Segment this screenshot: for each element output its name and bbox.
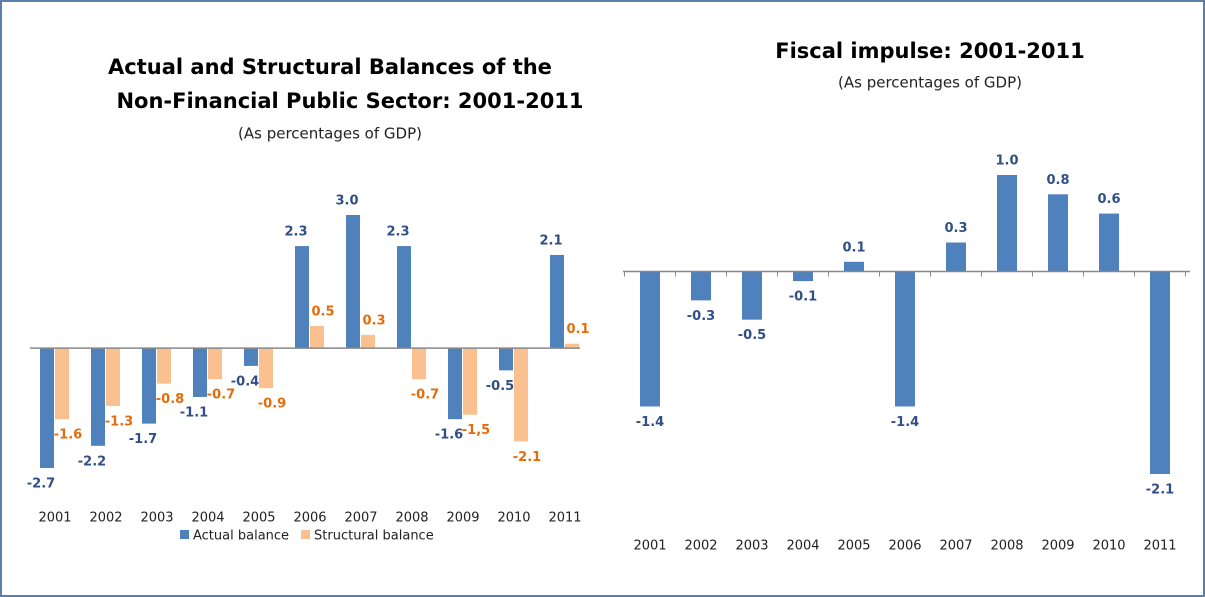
- bar: [550, 254, 564, 349]
- bar: [259, 348, 273, 389]
- data-label: -0.3: [687, 309, 715, 324]
- bar: [361, 334, 375, 349]
- bar: [499, 348, 513, 371]
- data-label: 2.3: [284, 225, 307, 240]
- x-tick-label: 2005: [837, 539, 870, 554]
- data-label: 2.1: [539, 233, 562, 248]
- data-label: -0.9: [258, 397, 286, 412]
- bar: [463, 348, 477, 415]
- data-label: -0.5: [738, 328, 766, 343]
- data-label: -2.2: [78, 454, 106, 469]
- data-label: -2.1: [513, 450, 541, 465]
- x-tick-label: 2002: [684, 539, 717, 554]
- data-label: -1.4: [891, 415, 919, 430]
- data-label: -0.4: [231, 374, 259, 389]
- x-tick-label: 2009: [446, 511, 479, 526]
- data-label: -1,5: [462, 423, 490, 438]
- x-tick-label: 2002: [89, 511, 122, 526]
- x-tick-label: 2011: [548, 511, 581, 526]
- data-label: 0.1: [842, 240, 865, 255]
- x-tick-label: 2004: [786, 539, 819, 554]
- bar: [346, 215, 360, 349]
- bar: [448, 348, 462, 420]
- x-tick-label: 2011: [1143, 539, 1176, 554]
- x-tick-label: 2001: [633, 539, 666, 554]
- chart-title: Non-Financial Public Sector: 2001-2011: [116, 89, 583, 113]
- bar: [91, 348, 105, 446]
- bar: [142, 348, 156, 424]
- bar: [514, 348, 528, 442]
- x-tick-label: 2010: [1092, 539, 1125, 554]
- bar: [1150, 271, 1170, 474]
- x-tick-label: 2009: [1041, 539, 1074, 554]
- data-label: 1.0: [995, 154, 1018, 169]
- x-tick-label: 2004: [191, 511, 224, 526]
- x-tick-label: 2005: [242, 511, 275, 526]
- data-label: -2.1: [1146, 483, 1174, 498]
- bar: [742, 271, 762, 320]
- bar: [55, 348, 69, 420]
- bar: [208, 348, 222, 380]
- bar: [397, 246, 411, 349]
- data-label: -1.7: [129, 432, 157, 447]
- data-label: -0.8: [156, 392, 184, 407]
- bar: [310, 325, 324, 349]
- data-label: -1.6: [54, 428, 82, 443]
- x-tick-label: 2008: [990, 539, 1023, 554]
- bar: [793, 271, 813, 282]
- legend-label: Structural balance: [314, 529, 434, 544]
- bar: [1099, 213, 1119, 272]
- x-tick-label: 2003: [140, 511, 173, 526]
- bar: [295, 246, 309, 349]
- bar: [244, 348, 258, 366]
- data-label: -1.4: [636, 415, 664, 430]
- data-label: -2.7: [27, 477, 55, 492]
- bar: [106, 348, 120, 406]
- data-label: 0.3: [944, 221, 967, 236]
- bar: [844, 261, 864, 272]
- x-tick-label: 2006: [293, 511, 326, 526]
- x-tick-label: 2001: [38, 511, 71, 526]
- legend-label: Actual balance: [193, 529, 289, 544]
- x-tick-label: 2006: [888, 539, 921, 554]
- bar: [193, 348, 207, 397]
- chart-title: Fiscal impulse: 2001-2011: [775, 39, 1085, 63]
- bar: [997, 175, 1017, 272]
- data-label: 0.6: [1097, 192, 1120, 207]
- chart-subtitle: (As percentages of GDP): [838, 74, 1022, 92]
- x-tick-label: 2003: [735, 539, 768, 554]
- bar: [691, 271, 711, 301]
- data-label: -0.1: [789, 290, 817, 305]
- bar: [640, 271, 660, 407]
- bar: [895, 271, 915, 407]
- data-label: 0.5: [311, 304, 334, 319]
- data-label: -0.7: [411, 388, 439, 403]
- bar: [946, 242, 966, 272]
- data-label: -1.1: [180, 405, 208, 420]
- bar: [412, 348, 426, 380]
- chart-subtitle: (As percentages of GDP): [238, 125, 422, 143]
- x-tick-label: 2008: [395, 511, 428, 526]
- x-tick-label: 2010: [497, 511, 530, 526]
- legend-swatch: [301, 530, 311, 539]
- data-label: -1.6: [435, 428, 463, 443]
- data-label: 3.0: [335, 194, 358, 209]
- bar: [1048, 194, 1068, 272]
- bar: [565, 343, 579, 349]
- data-label: 0.3: [362, 313, 385, 328]
- legend-swatch: [180, 530, 189, 539]
- bar: [40, 348, 54, 468]
- data-label: -0.7: [207, 388, 235, 403]
- x-tick-label: 2007: [939, 539, 972, 554]
- bar: [157, 348, 171, 384]
- data-label: -1.3: [105, 414, 133, 429]
- data-label: 2.3: [386, 225, 409, 240]
- chart-title: Actual and Structural Balances of the: [108, 55, 552, 79]
- x-tick-label: 2007: [344, 511, 377, 526]
- data-label: 0.1: [566, 322, 589, 337]
- data-label: -0.5: [486, 379, 514, 394]
- data-label: 0.8: [1046, 173, 1069, 188]
